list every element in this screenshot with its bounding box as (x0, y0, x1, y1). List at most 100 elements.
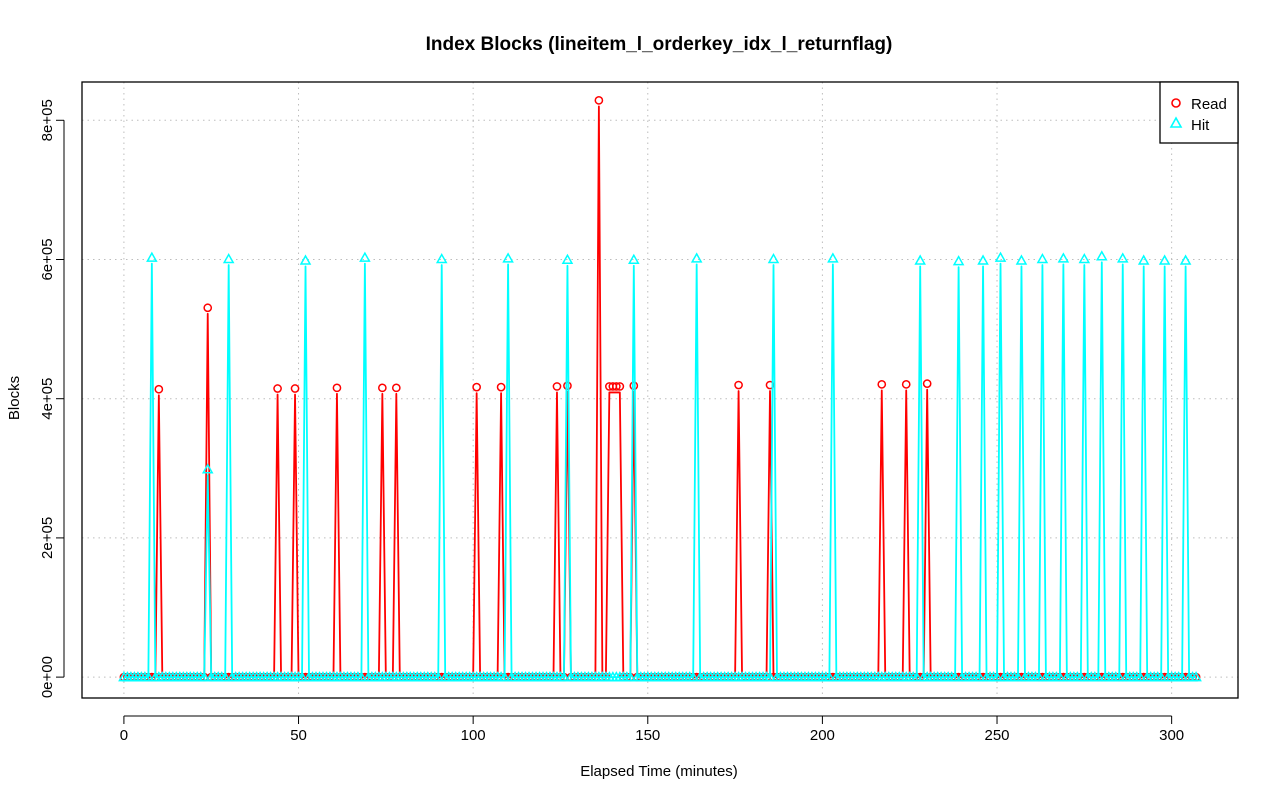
read-point (472, 382, 481, 392)
legend-hit-marker (1169, 116, 1183, 128)
hit-point (1096, 250, 1108, 261)
x-axis: 0 50 100 150 200 250 300 (120, 715, 1184, 744)
y-tick-label: 6e+05 (39, 238, 56, 280)
x-tick-label: 250 (985, 727, 1010, 744)
read-point (154, 384, 164, 394)
hit-point (624, 671, 637, 682)
hit-point (219, 671, 231, 682)
hit-point (827, 252, 839, 263)
hit-point (952, 255, 965, 266)
hit-point (432, 671, 445, 682)
hit-point (1092, 671, 1105, 682)
hit-point (359, 251, 371, 262)
read-point (273, 384, 282, 393)
hit-point (1158, 254, 1171, 265)
read-point (594, 96, 604, 105)
read-point (877, 379, 887, 389)
hit-point (764, 671, 776, 682)
legend-read-marker (1171, 98, 1181, 108)
x-tick-label: 100 (461, 727, 486, 744)
read-point (615, 382, 625, 391)
y-tick-label: 0e+00 (39, 656, 56, 698)
read-point (901, 379, 911, 389)
legend-hit-label: Hit (1191, 117, 1210, 134)
hit-point (142, 671, 155, 682)
series-layer (118, 96, 1202, 682)
series-line-read (123, 105, 1197, 679)
hit-point (1176, 671, 1188, 682)
hit-point (991, 671, 1003, 682)
hit-point (1113, 671, 1126, 682)
hit-point (498, 671, 511, 682)
hit-point (1137, 254, 1150, 265)
y-tick-label: 8e+05 (39, 99, 56, 141)
read-point (496, 382, 506, 392)
hit-point (222, 253, 235, 264)
hit-point (994, 251, 1007, 262)
y-axis: 0e+00 2e+05 4e+05 6e+05 8e+05 (39, 99, 65, 698)
hit-point (299, 254, 312, 265)
x-tick-label: 200 (810, 727, 835, 744)
hit-point (1116, 252, 1129, 263)
read-point (290, 384, 300, 393)
hit-point (910, 671, 923, 682)
hit-point (1057, 252, 1070, 263)
series-hit (118, 250, 1202, 682)
hit-point (435, 253, 448, 264)
hit-point (949, 671, 961, 682)
y-axis-label: Blocks (6, 376, 23, 420)
plot-frame (81, 81, 1239, 699)
read-point (922, 379, 932, 389)
read-point (391, 383, 401, 393)
hit-point (1054, 671, 1066, 682)
y-tick-label: 2e+05 (39, 517, 56, 559)
hit-point (687, 671, 699, 682)
hit-point (1134, 671, 1146, 682)
hit-point (977, 254, 989, 265)
read-point (734, 380, 743, 390)
chart-title: Index Blocks (lineitem_l_orderkey_idx_l_… (426, 34, 893, 55)
x-tick-label: 50 (290, 727, 307, 744)
legend: Read Hit (1159, 81, 1239, 144)
hit-point (1033, 671, 1045, 682)
read-point (611, 382, 621, 391)
hit-point (1190, 671, 1202, 682)
x-axis-label: Elapsed Time (minutes) (580, 763, 738, 780)
hit-point (973, 671, 986, 682)
series-read (119, 96, 1201, 682)
hit-point (1015, 254, 1028, 265)
legend-read-label: Read (1191, 96, 1227, 113)
hit-point (502, 252, 514, 263)
series-line-hit (123, 261, 1197, 679)
hit-point (628, 253, 640, 265)
hit-point (767, 253, 780, 264)
hit-point (561, 253, 574, 265)
hit-point (1036, 253, 1049, 264)
hit-point (1075, 671, 1087, 682)
x-tick-label: 150 (635, 727, 660, 744)
hit-point (558, 671, 570, 682)
read-point (378, 383, 387, 393)
hit-point (1012, 671, 1024, 682)
hit-point (296, 671, 308, 682)
hit-point (146, 251, 158, 262)
hit-point (1155, 671, 1167, 682)
read-point (203, 303, 213, 313)
hit-point (1078, 253, 1091, 264)
read-point (563, 381, 572, 391)
hit-point (355, 671, 368, 682)
hit-point (690, 252, 703, 263)
read-point (629, 381, 639, 391)
y-tick-label: 4e+05 (39, 378, 56, 420)
legend-box (1159, 81, 1239, 144)
read-point (765, 380, 775, 390)
hit-point (914, 254, 926, 265)
read-point (552, 382, 562, 391)
read-point (332, 383, 342, 393)
hit-point (201, 463, 214, 474)
hit-point (823, 671, 836, 682)
x-tick-label: 300 (1159, 727, 1184, 744)
hit-point (1179, 254, 1192, 265)
hit-point (198, 671, 211, 682)
